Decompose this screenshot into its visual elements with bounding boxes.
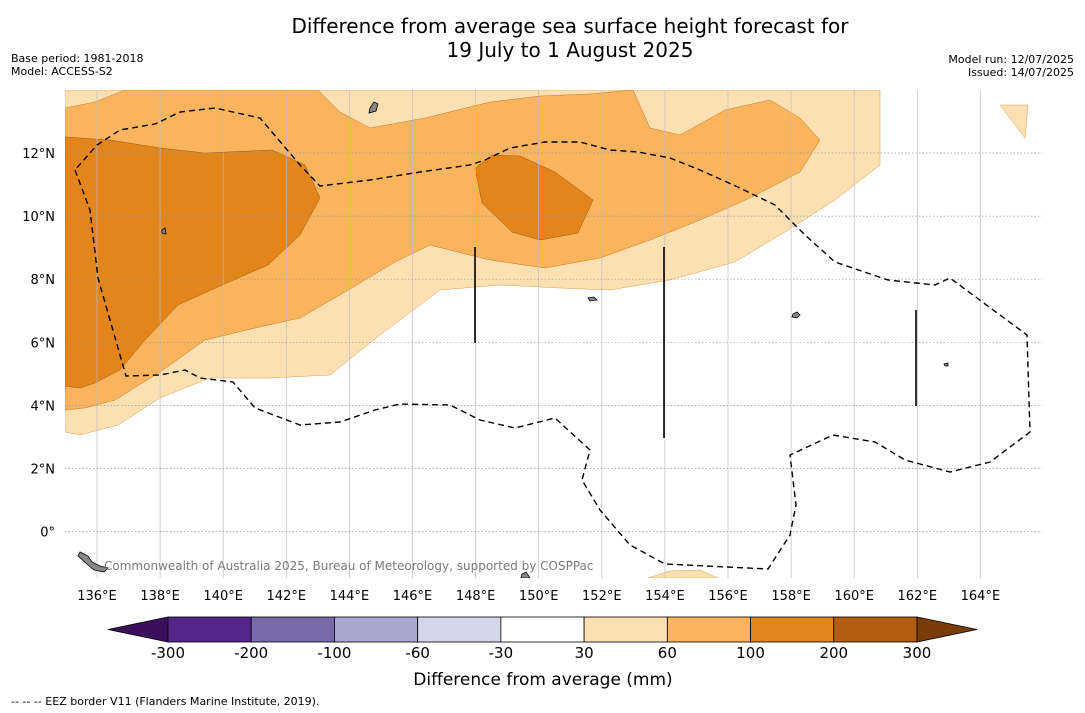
x-tick-label: 152°E [582, 589, 622, 604]
eez-border-west [74, 107, 1031, 570]
issued-date: Issued: 14/07/2025 [967, 66, 1074, 79]
x-tick-label: 146°E [393, 589, 433, 604]
footnote: -- -- -- EEZ border V11 (Flanders Marine… [11, 695, 320, 708]
reference-lines [474, 247, 917, 438]
island-2 [161, 227, 167, 235]
colorbar: -300 -200 -100 -60 -30 30 60 100 200 300 [107, 616, 978, 662]
y-tick-label: 8°N [31, 273, 56, 288]
colorbar-label: 30 [575, 644, 594, 662]
x-tick-label: 142°E [267, 589, 307, 604]
colorbar-label: 100 [736, 644, 765, 662]
chart-title: Difference from average sea surface heig… [0, 14, 1085, 62]
model-run: Model run: 12/07/2025 [948, 53, 1074, 66]
x-tick-label: 158°E [771, 589, 811, 604]
island-4 [587, 296, 598, 302]
colorbar-segment [417, 616, 502, 643]
y-tick-label: 12°N [22, 147, 55, 162]
colorbar-label: -200 [234, 644, 268, 662]
colorbar-title: Difference from average (mm) [413, 670, 672, 690]
contour-100-200-west [65, 136, 321, 389]
x-tick-label: 138°E [140, 589, 180, 604]
x-tick-label: 136°E [77, 589, 117, 604]
colorbar-segment [666, 616, 751, 643]
x-tick-label: 154°E [645, 589, 685, 604]
credit-text: Commonwealth of Australia 2025, Bureau o… [104, 559, 594, 573]
colorbar-label: -300 [151, 644, 185, 662]
colorbar-segment [583, 616, 668, 643]
title-line-2: 19 July to 1 August 2025 [446, 38, 694, 62]
y-tick-label: 10°N [22, 210, 55, 225]
meta-left: Base period: 1981-2018 Model: ACCESS-S2 [11, 52, 143, 78]
model-name: Model: ACCESS-S2 [11, 65, 113, 78]
x-tick-label: 160°E [834, 589, 874, 604]
colorbar-segment [500, 616, 585, 643]
y-tick-label: 4°N [31, 399, 56, 414]
base-period: Base period: 1981-2018 [11, 52, 144, 65]
colorbar-label: -30 [489, 644, 514, 662]
contour-layer [65, 90, 1029, 578]
colorbar-label: -60 [405, 644, 430, 662]
colorbar-segment [250, 616, 335, 643]
colorbar-label: -100 [317, 644, 351, 662]
colorbar-label: 300 [903, 644, 932, 662]
y-tick-label: 0° [40, 526, 55, 541]
x-tick-label: 150°E [519, 589, 559, 604]
colorbar-segment [334, 616, 419, 643]
island-5 [943, 362, 949, 367]
island-3 [791, 311, 801, 319]
contour-30-60-patch-s [647, 569, 719, 578]
title-line-1: Difference from average sea surface heig… [291, 14, 849, 38]
island-1 [368, 101, 379, 114]
x-tick-label: 164°E [961, 589, 1001, 604]
x-tick-label: 156°E [708, 589, 748, 604]
contour-100-200-central [474, 154, 594, 241]
island-6 [77, 551, 109, 573]
contour-30-60-patch-ne [999, 104, 1029, 139]
colorbar-segment [750, 616, 835, 643]
x-tick-label: 148°E [456, 589, 496, 604]
land-layer [77, 101, 949, 578]
x-tick-labels: 136°E 138°E 140°E 142°E 144°E 146°E 148°E 150°E… [77, 589, 1000, 604]
meta-right: Model run: 12/07/2025 Issued: 14/07/2025 [948, 53, 1074, 79]
eez-borders [74, 107, 1031, 570]
colorbar-segment [167, 616, 252, 643]
colorbar-label: 200 [819, 644, 848, 662]
colorbar-label: 60 [658, 644, 677, 662]
gridlines [65, 90, 1042, 578]
x-tick-label: 162°E [898, 589, 938, 604]
y-tick-label: 6°N [31, 336, 56, 351]
island-7 [520, 571, 531, 578]
colorbar-segment [833, 616, 918, 643]
colorbar-extend-low [107, 616, 169, 643]
y-tick-labels: 12°N 10°N 8°N 6°N 4°N 2°N 0° [22, 147, 55, 541]
x-tick-label: 140°E [203, 589, 243, 604]
colorbar-extend-high [916, 616, 978, 643]
x-tick-label: 144°E [330, 589, 370, 604]
y-tick-label: 2°N [31, 463, 56, 478]
